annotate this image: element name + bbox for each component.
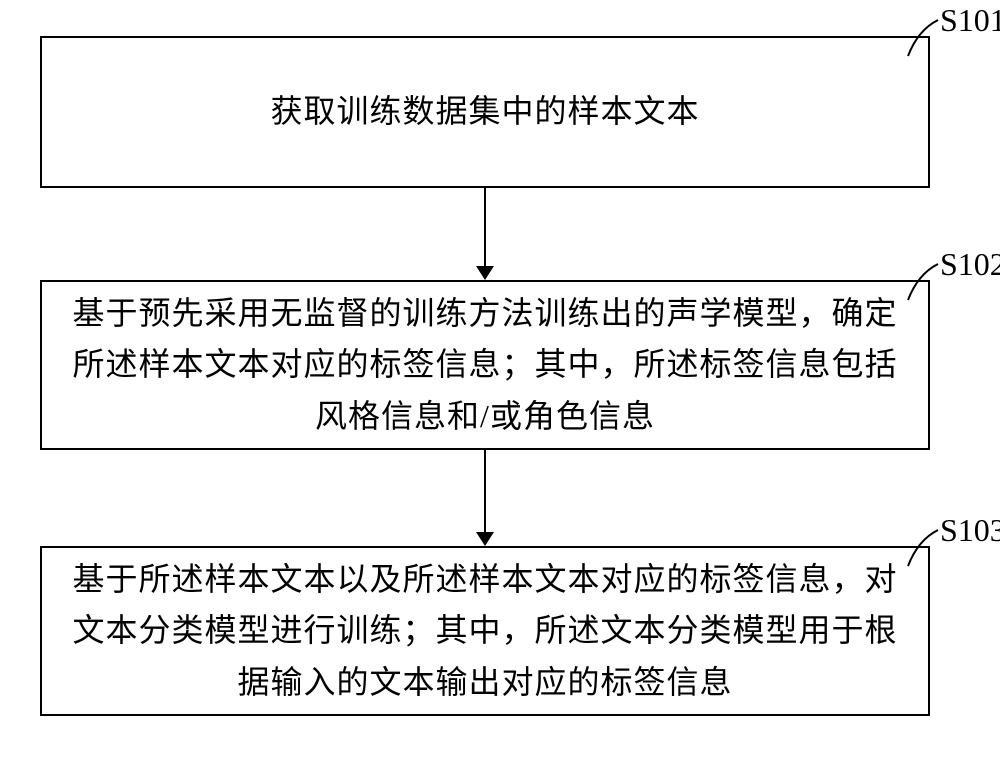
step-box-s103: 基于所述样本文本以及所述样本文本对应的标签信息，对文本分类模型进行训练；其中，所… bbox=[40, 546, 930, 716]
step-box-s102: 基于预先采用无监督的训练方法训练出的声学模型，确定所述样本文本对应的标签信息；其… bbox=[40, 280, 930, 450]
step-label-s103: S103 bbox=[940, 512, 1000, 549]
step-text-s103: 基于所述样本文本以及所述样本文本对应的标签信息，对文本分类模型进行训练；其中，所… bbox=[42, 554, 928, 708]
step-text-s101: 获取训练数据集中的样本文本 bbox=[42, 86, 928, 137]
step-label-s102: S102 bbox=[940, 246, 1000, 283]
step-label-s101: S101 bbox=[940, 2, 1000, 39]
step-box-s101: 获取训练数据集中的样本文本 bbox=[40, 36, 930, 188]
step-text-s102: 基于预先采用无监督的训练方法训练出的声学模型，确定所述样本文本对应的标签信息；其… bbox=[42, 288, 928, 442]
flowchart-canvas: 获取训练数据集中的样本文本 S101 基于预先采用无监督的训练方法训练出的声学模… bbox=[0, 0, 1000, 762]
